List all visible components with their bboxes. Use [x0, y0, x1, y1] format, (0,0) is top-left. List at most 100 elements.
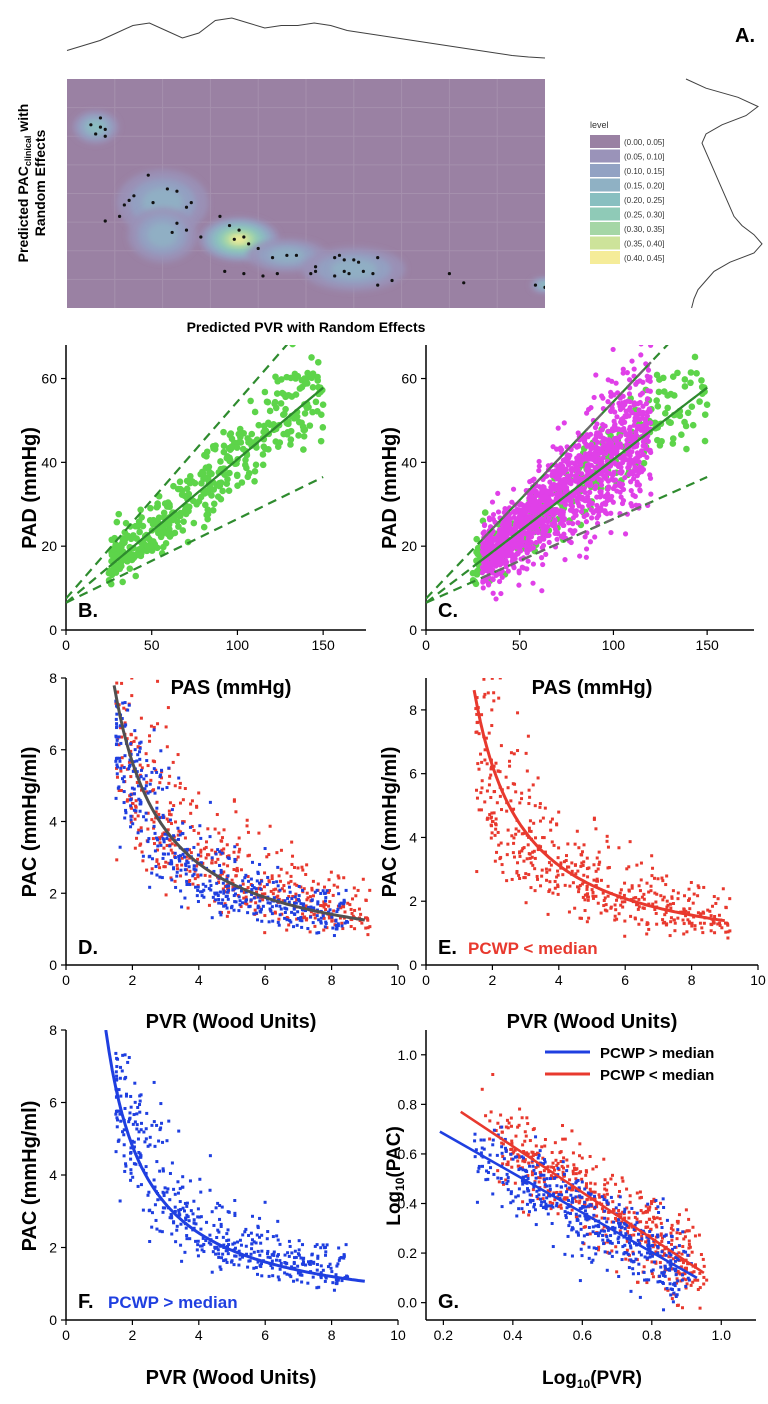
data-point [190, 799, 194, 803]
data-point [675, 1277, 679, 1281]
data-point [144, 1127, 148, 1131]
data-point [624, 412, 630, 418]
data-point [208, 800, 212, 804]
data-point [287, 881, 291, 885]
data-point [350, 897, 354, 901]
y-axis-label-c: PAD (mmHg) [379, 427, 401, 549]
y-tick-label: 0.0 [398, 1295, 418, 1311]
data-point [301, 1262, 305, 1266]
data-point [233, 444, 241, 451]
data-point [192, 1218, 196, 1222]
data-point [200, 1248, 204, 1252]
heatmap-point [175, 221, 179, 225]
data-point [178, 781, 182, 785]
data-point [549, 828, 553, 832]
data-point [292, 1256, 296, 1260]
legend-entry: (0.00, 0.05] [624, 138, 664, 147]
data-point [255, 1233, 259, 1237]
data-point [691, 901, 695, 905]
data-point [131, 641, 134, 644]
data-point [306, 1281, 310, 1285]
data-point [620, 459, 626, 466]
data-point [533, 506, 539, 513]
data-point [299, 885, 303, 889]
data-point [115, 763, 119, 767]
data-point [479, 791, 483, 795]
data-point [710, 923, 714, 927]
data-point [595, 1202, 599, 1206]
data-point [541, 836, 545, 840]
data-point [118, 845, 122, 849]
data-point [297, 884, 301, 888]
heatmap-point [103, 219, 107, 223]
data-point [121, 617, 124, 620]
data-point [129, 1146, 133, 1150]
data-point [168, 801, 172, 805]
y-axis-label-a: Predicted PACclinical with Random Effect… [15, 104, 48, 263]
y-tick-label: 6 [409, 766, 417, 782]
data-point [227, 456, 234, 464]
data-point [311, 921, 315, 925]
data-point [334, 923, 338, 927]
data-point [634, 896, 638, 900]
data-point [693, 927, 697, 931]
data-point [250, 884, 254, 888]
data-point [475, 788, 479, 792]
data-point [256, 918, 260, 922]
data-point [562, 860, 566, 864]
data-point [254, 901, 258, 905]
data-point [266, 875, 270, 879]
data-point [182, 1209, 186, 1213]
data-point [346, 920, 350, 924]
data-point [505, 809, 509, 813]
data-point [668, 902, 672, 906]
data-point [600, 395, 606, 401]
data-point [157, 786, 161, 790]
data-point [116, 786, 120, 790]
data-point [688, 907, 692, 911]
data-point [510, 486, 517, 492]
data-point [516, 749, 520, 753]
data-point [276, 1275, 280, 1279]
data-point [196, 1243, 200, 1247]
data-point [160, 1230, 164, 1234]
data-point [126, 565, 134, 572]
data-point [477, 732, 481, 736]
data-point [133, 1081, 137, 1085]
data-point [667, 1250, 671, 1254]
data-point [183, 485, 191, 493]
data-point [583, 519, 590, 525]
data-point [327, 916, 331, 920]
data-point [319, 1276, 323, 1280]
data-point [236, 869, 240, 873]
data-point [684, 914, 688, 918]
heatmap-point [371, 272, 375, 276]
data-point [489, 542, 495, 548]
data-point [185, 1234, 189, 1238]
data-point [218, 874, 222, 878]
data-point [593, 483, 599, 489]
data-point [525, 530, 531, 536]
data-point [115, 681, 119, 685]
data-point [267, 879, 271, 883]
data-point [543, 850, 547, 854]
data-point [121, 701, 125, 705]
data-point [710, 904, 714, 908]
data-point [668, 1255, 672, 1259]
data-point [286, 896, 290, 900]
data-point [611, 418, 617, 424]
data-point [501, 558, 507, 564]
data-point [122, 765, 126, 769]
data-point [225, 1260, 229, 1264]
data-point [490, 590, 496, 596]
data-point [156, 679, 160, 683]
data-point [696, 884, 700, 888]
data-point [683, 1230, 687, 1234]
data-point [178, 1187, 182, 1191]
data-point [170, 1161, 174, 1165]
data-point [577, 890, 581, 894]
data-point [250, 860, 254, 864]
heatmap-point [184, 205, 189, 209]
data-point [713, 931, 717, 935]
